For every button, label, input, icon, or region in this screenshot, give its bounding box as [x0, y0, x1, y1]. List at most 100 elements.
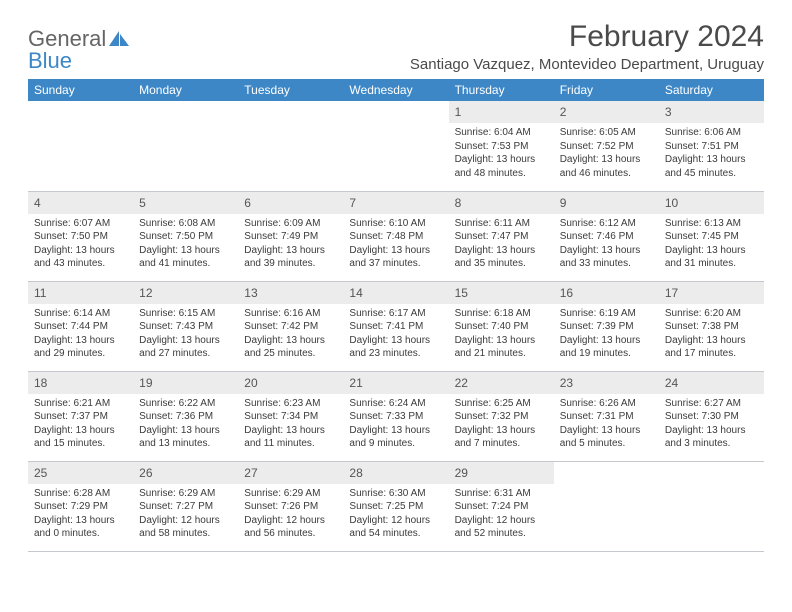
sunrise-line: Sunrise: 6:13 AM: [665, 218, 741, 229]
day-body: Sunrise: 6:29 AMSunset: 7:27 PMDaylight:…: [133, 484, 238, 546]
day-body: Sunrise: 6:25 AMSunset: 7:32 PMDaylight:…: [449, 394, 554, 456]
day-number: 20: [238, 372, 343, 394]
calendar-day-cell: 23Sunrise: 6:26 AMSunset: 7:31 PMDayligh…: [554, 371, 659, 461]
calendar-empty-cell: [554, 461, 659, 551]
sunset-line: Sunset: 7:47 PM: [455, 231, 529, 242]
sunrise-line: Sunrise: 6:20 AM: [665, 308, 741, 319]
daylight-line: Daylight: 13 hours and 29 minutes.: [34, 335, 115, 360]
day-number: 8: [449, 192, 554, 214]
daylight-line: Daylight: 13 hours and 27 minutes.: [139, 335, 220, 360]
weekday-header: Thursday: [449, 79, 554, 101]
day-number: 6: [238, 192, 343, 214]
calendar-day-cell: 4Sunrise: 6:07 AMSunset: 7:50 PMDaylight…: [28, 191, 133, 281]
daylight-line: Daylight: 12 hours and 56 minutes.: [244, 515, 325, 540]
sunrise-line: Sunrise: 6:07 AM: [34, 218, 110, 229]
day-number: 25: [28, 462, 133, 484]
day-number: 23: [554, 372, 659, 394]
day-number: 5: [133, 192, 238, 214]
sunset-line: Sunset: 7:43 PM: [139, 321, 213, 332]
calendar-week-row: 11Sunrise: 6:14 AMSunset: 7:44 PMDayligh…: [28, 281, 764, 371]
calendar-day-cell: 12Sunrise: 6:15 AMSunset: 7:43 PMDayligh…: [133, 281, 238, 371]
calendar-day-cell: 8Sunrise: 6:11 AMSunset: 7:47 PMDaylight…: [449, 191, 554, 281]
sunset-line: Sunset: 7:41 PM: [349, 321, 423, 332]
calendar-day-cell: 1Sunrise: 6:04 AMSunset: 7:53 PMDaylight…: [449, 101, 554, 191]
calendar-empty-cell: [343, 101, 448, 191]
day-number: 2: [554, 101, 659, 123]
day-number: 28: [343, 462, 448, 484]
sunset-line: Sunset: 7:37 PM: [34, 411, 108, 422]
calendar-day-cell: 10Sunrise: 6:13 AMSunset: 7:45 PMDayligh…: [659, 191, 764, 281]
sunset-line: Sunset: 7:24 PM: [455, 501, 529, 512]
calendar-day-cell: 28Sunrise: 6:30 AMSunset: 7:25 PMDayligh…: [343, 461, 448, 551]
calendar-week-row: 1Sunrise: 6:04 AMSunset: 7:53 PMDaylight…: [28, 101, 764, 191]
calendar-day-cell: 27Sunrise: 6:29 AMSunset: 7:26 PMDayligh…: [238, 461, 343, 551]
day-body: Sunrise: 6:30 AMSunset: 7:25 PMDaylight:…: [343, 484, 448, 546]
daylight-line: Daylight: 13 hours and 0 minutes.: [34, 515, 115, 540]
day-number: 11: [28, 282, 133, 304]
sunset-line: Sunset: 7:34 PM: [244, 411, 318, 422]
calendar-empty-cell: [28, 101, 133, 191]
sunrise-line: Sunrise: 6:30 AM: [349, 488, 425, 499]
day-number: 15: [449, 282, 554, 304]
sunset-line: Sunset: 7:52 PM: [560, 141, 634, 152]
sunrise-line: Sunrise: 6:09 AM: [244, 218, 320, 229]
day-number: 18: [28, 372, 133, 394]
sunrise-line: Sunrise: 6:19 AM: [560, 308, 636, 319]
day-body: Sunrise: 6:21 AMSunset: 7:37 PMDaylight:…: [28, 394, 133, 456]
daylight-line: Daylight: 13 hours and 48 minutes.: [455, 154, 536, 179]
sunrise-line: Sunrise: 6:06 AM: [665, 127, 741, 138]
day-body: Sunrise: 6:23 AMSunset: 7:34 PMDaylight:…: [238, 394, 343, 456]
sunset-line: Sunset: 7:48 PM: [349, 231, 423, 242]
sunrise-line: Sunrise: 6:28 AM: [34, 488, 110, 499]
day-body: Sunrise: 6:04 AMSunset: 7:53 PMDaylight:…: [449, 123, 554, 185]
day-number: 21: [343, 372, 448, 394]
daylight-line: Daylight: 13 hours and 25 minutes.: [244, 335, 325, 360]
calendar-day-cell: 25Sunrise: 6:28 AMSunset: 7:29 PMDayligh…: [28, 461, 133, 551]
sunset-line: Sunset: 7:36 PM: [139, 411, 213, 422]
page-header: General February 2024 Santiago Vazquez, …: [28, 20, 764, 73]
daylight-line: Daylight: 13 hours and 9 minutes.: [349, 425, 430, 450]
sunrise-line: Sunrise: 6:10 AM: [349, 218, 425, 229]
calendar-empty-cell: [133, 101, 238, 191]
calendar-week-row: 25Sunrise: 6:28 AMSunset: 7:29 PMDayligh…: [28, 461, 764, 551]
sunset-line: Sunset: 7:50 PM: [139, 231, 213, 242]
day-number: 29: [449, 462, 554, 484]
day-number: 13: [238, 282, 343, 304]
logo-sail-icon: [108, 30, 130, 48]
weekday-header: Monday: [133, 79, 238, 101]
sunset-line: Sunset: 7:33 PM: [349, 411, 423, 422]
day-body: Sunrise: 6:13 AMSunset: 7:45 PMDaylight:…: [659, 214, 764, 276]
daylight-line: Daylight: 13 hours and 41 minutes.: [139, 245, 220, 270]
sunset-line: Sunset: 7:25 PM: [349, 501, 423, 512]
day-number: 24: [659, 372, 764, 394]
day-body: Sunrise: 6:27 AMSunset: 7:30 PMDaylight:…: [659, 394, 764, 456]
day-number: 16: [554, 282, 659, 304]
sunset-line: Sunset: 7:46 PM: [560, 231, 634, 242]
sunrise-line: Sunrise: 6:16 AM: [244, 308, 320, 319]
calendar-day-cell: 7Sunrise: 6:10 AMSunset: 7:48 PMDaylight…: [343, 191, 448, 281]
day-number: 22: [449, 372, 554, 394]
day-body: Sunrise: 6:11 AMSunset: 7:47 PMDaylight:…: [449, 214, 554, 276]
sunrise-line: Sunrise: 6:08 AM: [139, 218, 215, 229]
daylight-line: Daylight: 13 hours and 43 minutes.: [34, 245, 115, 270]
day-body: Sunrise: 6:19 AMSunset: 7:39 PMDaylight:…: [554, 304, 659, 366]
day-number: 7: [343, 192, 448, 214]
day-number: 3: [659, 101, 764, 123]
daylight-line: Daylight: 13 hours and 46 minutes.: [560, 154, 641, 179]
calendar-day-cell: 2Sunrise: 6:05 AMSunset: 7:52 PMDaylight…: [554, 101, 659, 191]
day-number: 9: [554, 192, 659, 214]
weekday-header: Friday: [554, 79, 659, 101]
calendar-day-cell: 21Sunrise: 6:24 AMSunset: 7:33 PMDayligh…: [343, 371, 448, 461]
calendar-day-cell: 26Sunrise: 6:29 AMSunset: 7:27 PMDayligh…: [133, 461, 238, 551]
day-body: Sunrise: 6:24 AMSunset: 7:33 PMDaylight:…: [343, 394, 448, 456]
calendar-day-cell: 13Sunrise: 6:16 AMSunset: 7:42 PMDayligh…: [238, 281, 343, 371]
day-number: 12: [133, 282, 238, 304]
sunrise-line: Sunrise: 6:11 AM: [455, 218, 530, 229]
day-number: 17: [659, 282, 764, 304]
sunset-line: Sunset: 7:27 PM: [139, 501, 213, 512]
calendar-day-cell: 11Sunrise: 6:14 AMSunset: 7:44 PMDayligh…: [28, 281, 133, 371]
calendar-day-cell: 29Sunrise: 6:31 AMSunset: 7:24 PMDayligh…: [449, 461, 554, 551]
daylight-line: Daylight: 13 hours and 19 minutes.: [560, 335, 641, 360]
sunset-line: Sunset: 7:40 PM: [455, 321, 529, 332]
day-body: Sunrise: 6:17 AMSunset: 7:41 PMDaylight:…: [343, 304, 448, 366]
